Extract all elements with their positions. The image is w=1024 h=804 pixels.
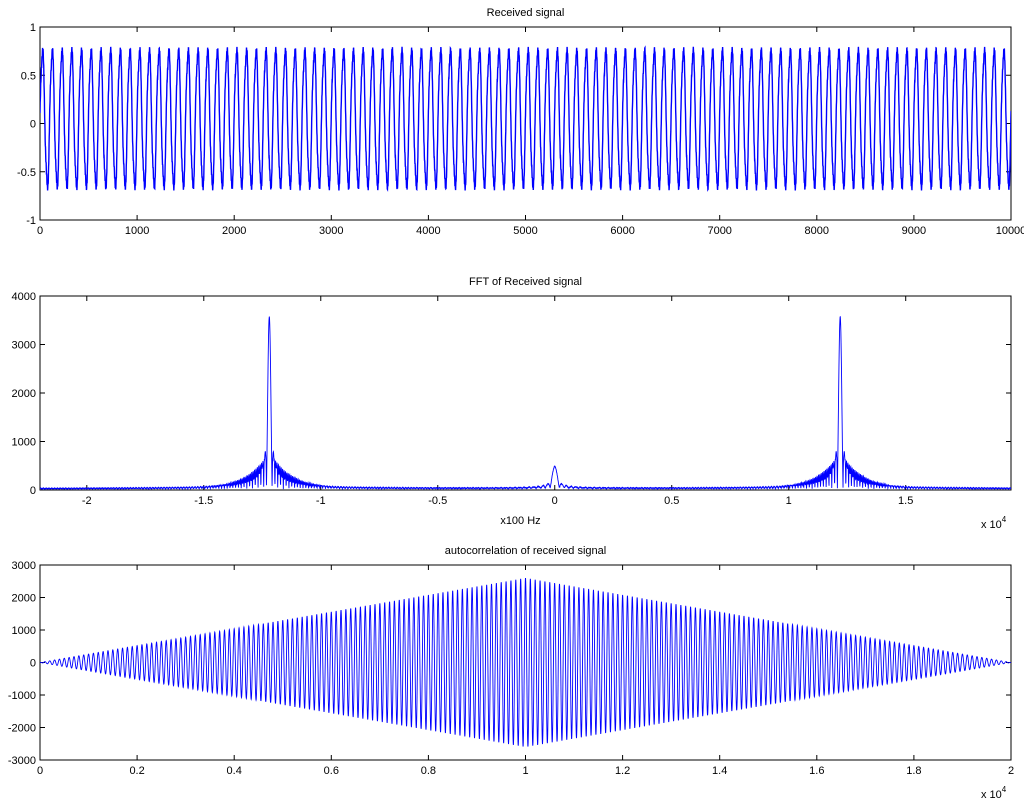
y-tick-label: 2000 [12, 388, 36, 400]
y-tick-label: -1 [26, 215, 36, 227]
series-line [40, 45, 1011, 192]
subplot-2: FFT of Received signal -2 -1.5 -1 -0.5 0 0.5 1 1… [12, 276, 1012, 531]
y-tick-label: 0 [30, 658, 36, 670]
series-line [40, 316, 1011, 490]
x-tick-label: 4000 [416, 225, 440, 237]
y-tick-label: 3000 [12, 560, 36, 572]
x-tick-label: 7000 [707, 225, 731, 237]
x-tick-label: 1000 [125, 225, 149, 237]
chart-title: Received signal [487, 7, 565, 19]
x-tick-label: 0 [37, 765, 43, 777]
x-tick-label: 10000 [996, 225, 1024, 237]
x-exponent-label: x 104 [981, 515, 1007, 531]
x-tick-label: 0.5 [664, 495, 679, 507]
x-exponent-power: 4 [1002, 785, 1007, 794]
x-tick-label: -0.5 [428, 495, 447, 507]
chart-title: autocorrelation of received signal [445, 545, 606, 557]
series-line [40, 577, 1011, 747]
y-tick-label: 1000 [12, 437, 36, 449]
x-tick-label: 1.6 [809, 765, 824, 777]
x-tick-label: 2 [1008, 765, 1014, 777]
y-tick-label: 0 [30, 485, 36, 497]
x-tick-label: 0 [552, 495, 558, 507]
y-tick-label: -3000 [8, 755, 36, 767]
x-tick-label: -1.5 [194, 495, 213, 507]
y-tick-label: -2000 [8, 723, 36, 735]
x-tick-label: 1.8 [906, 765, 921, 777]
x-exponent-label: x 104 [981, 785, 1007, 801]
y-tick-label: 4000 [12, 291, 36, 303]
x-tick-label: 0.2 [129, 765, 144, 777]
subplot-3: autocorrelation of received signal 0 0.2 0.… [8, 545, 1014, 801]
x-tick-label: -1 [316, 495, 326, 507]
x-tick-label: 1 [522, 765, 528, 777]
x-tick-label: 0.4 [227, 765, 242, 777]
x-tick-label: 6000 [610, 225, 634, 237]
x-tick-label: 0.6 [324, 765, 339, 777]
axes-frame [39, 564, 1012, 761]
y-tick-label: 1000 [12, 625, 36, 637]
x-tick-label: -2 [82, 495, 92, 507]
x-tick-label: 1 [786, 495, 792, 507]
y-tick-label: 2000 [12, 593, 36, 605]
y-tick-label: 3000 [12, 340, 36, 352]
x-tick-label: 1.2 [615, 765, 630, 777]
x-tick-label: 9000 [902, 225, 926, 237]
chart-title: FFT of Received signal [469, 276, 582, 288]
x-tick-label: 8000 [805, 225, 829, 237]
axes-frame [39, 295, 1012, 491]
y-tick-label: 1 [30, 22, 36, 34]
x-tick-label: 1.4 [712, 765, 727, 777]
x-tick-label: 2000 [222, 225, 246, 237]
x-tick-label: 0 [37, 225, 43, 237]
y-tick-label: -1000 [8, 690, 36, 702]
x-axis-label: x100 Hz [500, 515, 540, 527]
x-tick-label: 3000 [319, 225, 343, 237]
y-tick-label: 0 [30, 119, 36, 131]
y-tick-label: -0.5 [17, 167, 36, 179]
x-tick-label: 1.5 [898, 495, 913, 507]
y-tick-label: 0.5 [21, 70, 36, 82]
x-tick-label: 0.8 [421, 765, 436, 777]
subplot-1: Received signal 0 1000 2000 3000 4000 5000 6000… [17, 7, 1024, 237]
x-exponent-power: 4 [1002, 515, 1007, 524]
x-tick-label: 5000 [513, 225, 537, 237]
